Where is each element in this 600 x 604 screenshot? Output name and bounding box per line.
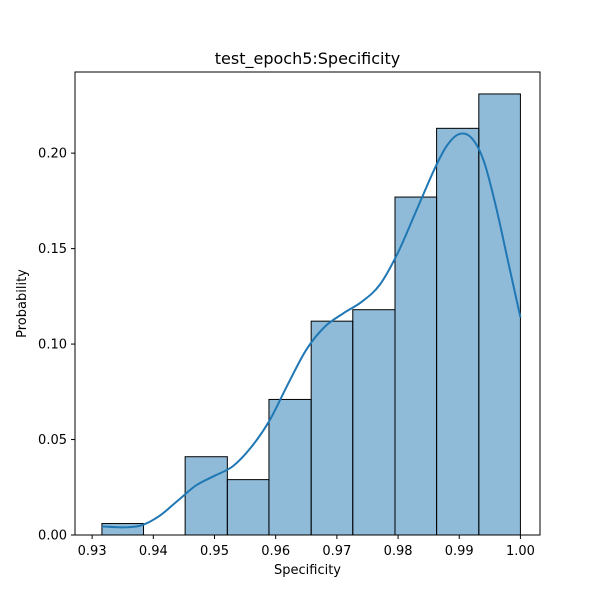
x-tick-label-2: 0.95	[200, 544, 229, 559]
y-tick-label-1: 0.05	[38, 433, 67, 448]
y-tick-label-3: 0.15	[38, 242, 67, 257]
histogram-bar-0	[101, 523, 145, 536]
histogram-bar-2	[184, 456, 228, 536]
histogram-bar-8	[436, 127, 480, 536]
x-tick-label-4: 0.97	[322, 544, 351, 559]
x-tick-label-6: 0.99	[445, 544, 474, 559]
y-tick-label-4: 0.20	[38, 147, 67, 162]
kde-line	[101, 132, 522, 529]
histogram-bar-3	[226, 479, 270, 536]
x-tick-label-3: 0.96	[261, 544, 290, 559]
x-axis-label: Specificity	[274, 563, 341, 578]
histogram-bar-5	[310, 320, 354, 536]
x-axis: 0.93 0.94 0.95 0.96 0.97 0.98 0.99 1.00	[78, 535, 535, 559]
y-tick-label-2: 0.10	[38, 338, 67, 353]
y-tick-label-0: 0.00	[38, 529, 67, 544]
x-tick-label-0: 0.93	[78, 544, 107, 559]
x-tick-label-5: 0.98	[384, 544, 413, 559]
histogram-bar-4	[268, 398, 312, 536]
y-axis: 0.00 0.05 0.10 0.15 0.20	[38, 147, 75, 544]
y-axis-label: Probability	[15, 269, 30, 338]
x-tick-label-1: 0.94	[139, 544, 168, 559]
histogram-bar-9	[478, 93, 521, 536]
histogram-bars	[101, 93, 521, 536]
x-tick-label-7: 1.00	[506, 544, 535, 559]
histogram-bar-6	[352, 309, 396, 536]
chart-title: test_epoch5:Specificity	[215, 49, 400, 69]
plot-area-frame	[74, 71, 541, 536]
